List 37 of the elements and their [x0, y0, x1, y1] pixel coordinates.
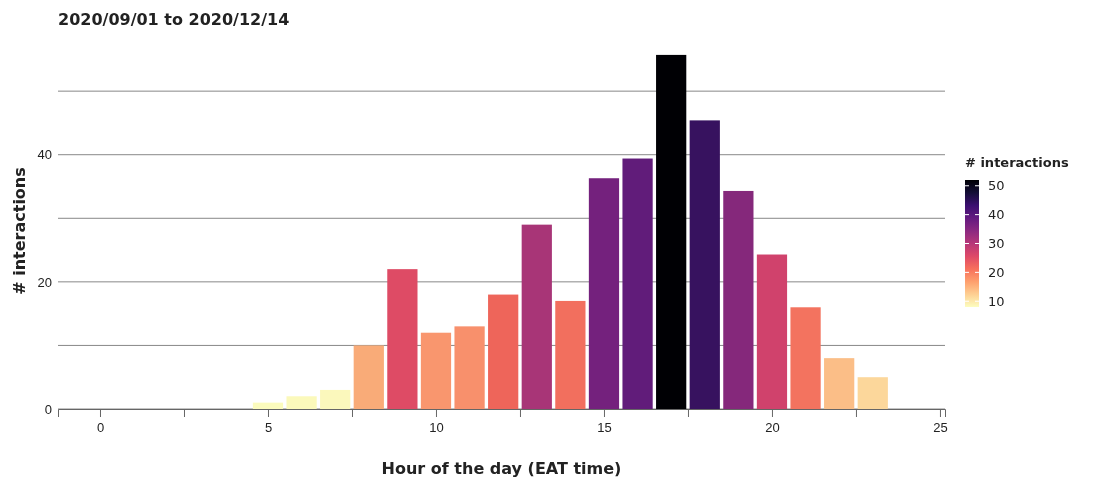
bar	[286, 396, 317, 409]
color-bar-label: 50	[988, 178, 1005, 194]
bar	[454, 326, 485, 409]
bar	[723, 190, 754, 409]
color-bar-label: 10	[988, 293, 1005, 309]
color-bar-title: # interactions	[965, 155, 1069, 170]
bar	[387, 269, 418, 409]
color-bar-label: 30	[988, 236, 1005, 252]
x-tick-label: 25	[933, 420, 948, 436]
y-tick-label: 20	[37, 274, 52, 290]
x-tick-label: 15	[597, 420, 612, 436]
x-axis-title: Hour of the day (EAT time)	[381, 459, 622, 478]
color-bar-label: 40	[988, 207, 1005, 223]
y-axis-title: # interactions	[10, 167, 29, 295]
bar	[588, 178, 620, 409]
bar	[420, 332, 452, 409]
color-bar-label: 20	[988, 264, 1005, 280]
bar	[488, 294, 519, 409]
bar	[824, 358, 855, 409]
x-tick-label: 10	[429, 420, 444, 436]
bar	[756, 254, 788, 409]
x-tick-label: 5	[264, 420, 273, 436]
bar	[521, 224, 552, 409]
x-tick-label: 0	[96, 420, 105, 436]
bar	[790, 307, 821, 409]
bar	[555, 300, 586, 409]
x-tick-label: 20	[765, 420, 780, 436]
bar	[252, 402, 284, 409]
bar	[320, 389, 351, 409]
bar	[353, 345, 384, 409]
y-tick-label: 0	[44, 401, 52, 417]
bar	[857, 377, 888, 409]
bar	[656, 54, 687, 409]
bar	[622, 158, 653, 409]
bar	[689, 120, 720, 409]
y-tick-label: 40	[37, 147, 52, 163]
chart-title: 2020/09/01 to 2020/12/14	[58, 10, 290, 29]
